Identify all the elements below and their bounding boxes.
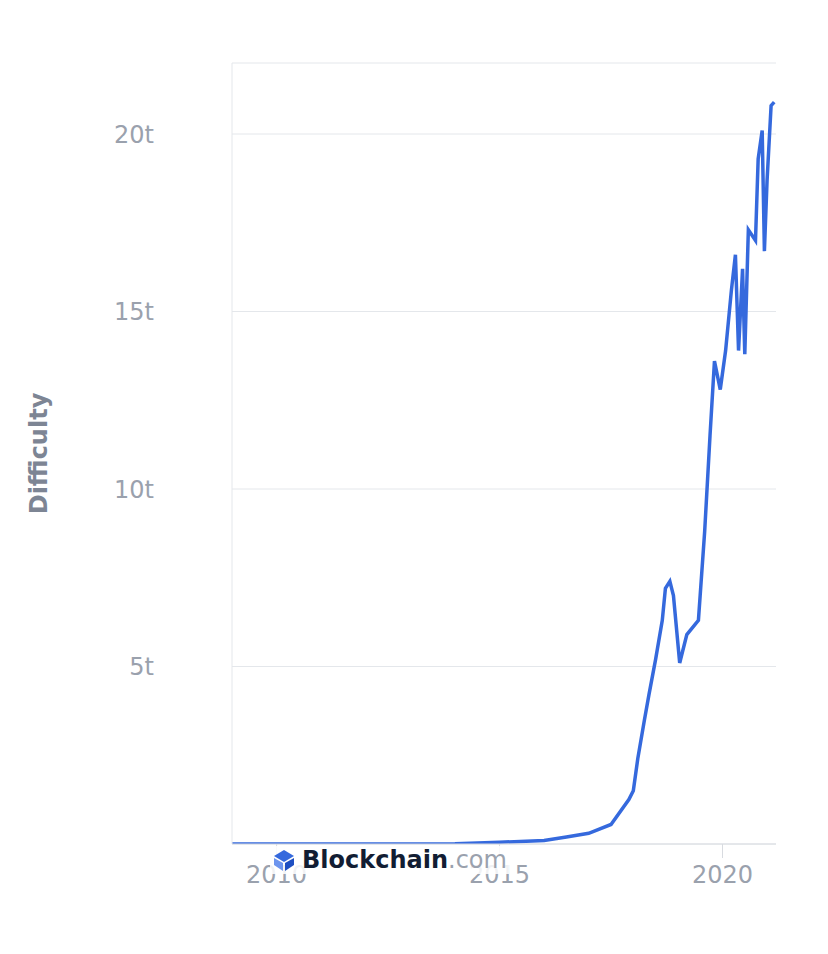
svg-text:20t: 20t bbox=[114, 121, 154, 149]
svg-text:Difficulty: Difficulty bbox=[25, 392, 53, 514]
svg-text:5t: 5t bbox=[129, 653, 154, 681]
svg-text:2010: 2010 bbox=[246, 861, 308, 889]
svg-text:2015: 2015 bbox=[469, 861, 531, 889]
html-text:Blockchain.com: Blockchain.com bbox=[302, 846, 507, 874]
svg-text:2020: 2020 bbox=[692, 861, 753, 889]
svg-text:15t: 15t bbox=[114, 298, 154, 326]
svg-text:10t: 10t bbox=[114, 476, 154, 504]
